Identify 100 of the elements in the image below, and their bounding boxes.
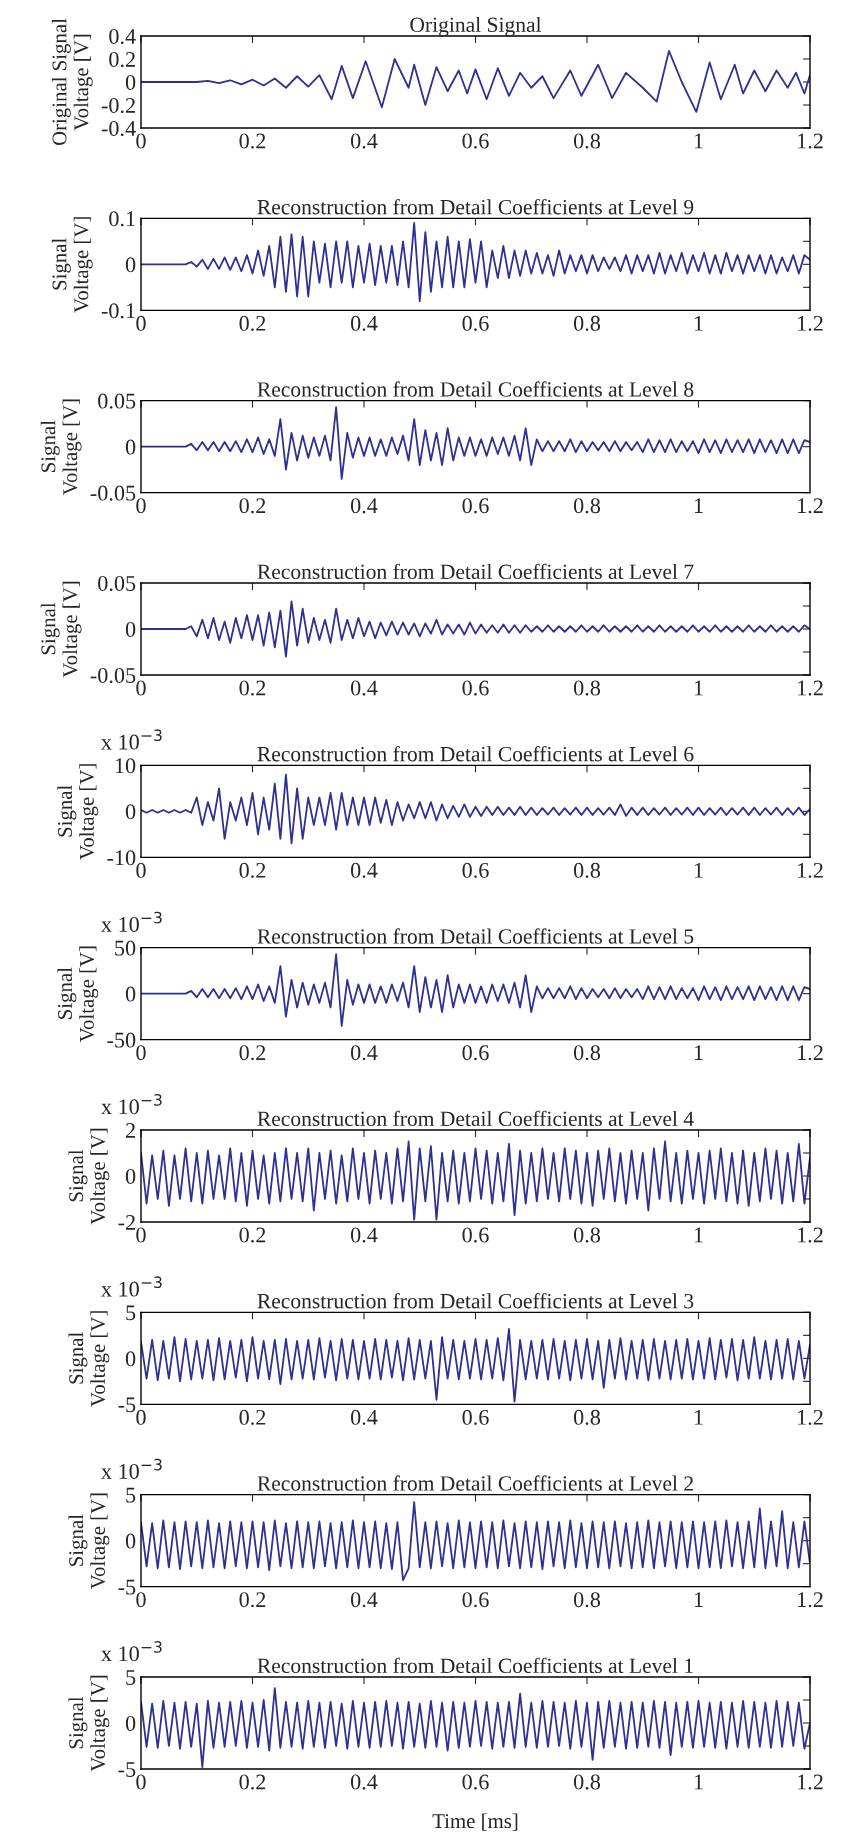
x-tick-label: 0.4 [350, 133, 378, 149]
x-tick-label: 0.6 [462, 1774, 489, 1790]
x-tick-label: 1 [694, 680, 703, 696]
x-tick-label: 0.4 [350, 862, 378, 878]
x-tick-label: 0.6 [462, 1592, 489, 1608]
x-tick-label: 0.2 [239, 315, 266, 331]
y-tick-label: 0 [125, 804, 136, 820]
x-tick-label: 0.2 [239, 862, 266, 878]
y-tick-label: 0 [125, 74, 136, 90]
text: x 10$^{−3}$ [101, 911, 162, 932]
y-axis-title: Signal Voltage [V] [40, 581, 82, 678]
y-tick-label: -0.2 [101, 97, 135, 114]
x-tick-label: 0.6 [462, 1227, 489, 1243]
x-tick-label: 0.2 [239, 133, 266, 149]
y-tick-label: 10 [115, 758, 136, 774]
chart-title: Reconstruction from Detail Coefficients at Level 2 [257, 1475, 693, 1491]
x-axis-title: Time [ms] [432, 1813, 518, 1831]
line-series [141, 773, 810, 845]
x-tick-label: 1.2 [798, 1774, 823, 1790]
x-tick-label: 0.8 [573, 1227, 601, 1243]
x-tick-label: 1.2 [798, 1045, 823, 1061]
x-tick-label: 0.4 [350, 315, 378, 331]
y-tick-label: -2 [118, 1214, 135, 1230]
chart-title: Reconstruction from Detail Coefficients at Level 6 [257, 746, 694, 762]
y-tick-label: -0.05 [90, 667, 136, 684]
y-axis-title: Signal Voltage [V] [51, 217, 93, 313]
y-tick-label: 0 [125, 986, 136, 1002]
y-axis-title: Signal Voltage [V] [68, 1675, 110, 1772]
x-tick-label: 0 [136, 315, 146, 331]
y-axis-title: Original Signal Voltage [V] [51, 18, 93, 146]
y-tick-label: -50 [107, 1032, 136, 1048]
y-tick-label: 0.1 [109, 211, 135, 227]
x-tick-label: 0 [136, 1592, 146, 1608]
x-tick-label: 0.8 [573, 315, 601, 331]
line-series [141, 953, 810, 1027]
x-tick-label: 0 [136, 498, 146, 514]
y-tick-label: 0 [125, 439, 136, 455]
x-tick-label: 0.8 [573, 862, 601, 878]
x-tick-label: 1.2 [798, 680, 823, 696]
chart-title: Reconstruction from Detail Coefficients at Level 8 [257, 381, 694, 397]
x-tick-label: 0.4 [350, 680, 378, 696]
x-tick-label: 1.2 [798, 1227, 823, 1243]
x-tick-label: 1.2 [798, 1409, 823, 1425]
x-tick-label: 0.8 [573, 498, 601, 514]
x-tick-label: 0.2 [239, 1045, 266, 1061]
y-tick-label: 0 [125, 257, 136, 273]
x-tick-label: 1 [694, 1045, 703, 1060]
text: x 10$^{−3}$ [101, 1641, 162, 1662]
x-tick-label: 0.8 [573, 133, 601, 149]
x-tick-label: 0.6 [462, 498, 489, 514]
chart-title: Reconstruction from Detail Coefficients at Level 5 [257, 928, 694, 944]
x-tick-label: 0.4 [350, 1045, 378, 1061]
y-tick-label: -0.1 [101, 303, 135, 319]
y-axis-title: Signal Voltage [V] [68, 1493, 110, 1590]
y-tick-label: 0.05 [98, 393, 136, 409]
y-axis-title: Signal Voltage [V] [68, 1128, 110, 1225]
y-tick-label: 0 [125, 621, 136, 637]
x-tick-label: 0.4 [350, 1409, 378, 1425]
y-axis-title: Signal Voltage [V] [40, 399, 82, 496]
text: x 10$^{−3}$ [101, 1458, 162, 1479]
y-tick-label: 5 [126, 1670, 136, 1685]
line-series [141, 406, 810, 480]
chart-title: Reconstruction from Detail Coefficients at Level 1 [257, 1657, 693, 1674]
x-tick-label: 0.2 [239, 1227, 266, 1243]
y-tick-label: 5 [126, 1487, 136, 1503]
y-tick-label: -5 [118, 1762, 136, 1777]
x-tick-label: 0.8 [573, 1045, 601, 1061]
x-tick-label: 1 [694, 315, 703, 331]
x-tick-label: 0 [136, 1045, 146, 1061]
x-tick-label: 1 [694, 498, 703, 513]
x-tick-label: 1.2 [798, 862, 823, 878]
chart-title: Original Signal [410, 16, 542, 37]
text: x 10$^{−3}$ [101, 1276, 162, 1297]
x-tick-label: 0.2 [239, 1774, 266, 1790]
x-tick-label: 0.2 [239, 1409, 266, 1425]
x-tick-label: 0.2 [239, 680, 266, 696]
x-tick-label: 0.4 [350, 1227, 378, 1243]
line-series [141, 50, 810, 113]
y-tick-label: 0 [125, 1533, 136, 1549]
y-tick-label: 0.4 [109, 28, 136, 45]
x-tick-label: 0.8 [573, 680, 601, 696]
x-tick-label: 0 [136, 1227, 146, 1243]
x-tick-label: 0 [136, 1774, 146, 1790]
y-tick-label: -0.4 [101, 120, 136, 137]
x-tick-label: 0.4 [350, 498, 378, 514]
x-tick-label: 0 [136, 1409, 146, 1425]
y-axis-title: Signal Voltage [V] [68, 1311, 110, 1407]
y-tick-label: -5 [118, 1579, 136, 1595]
x-tick-label: 0.6 [462, 680, 489, 696]
x-tick-label: 1 [694, 1409, 703, 1425]
x-tick-label: 0.4 [350, 1592, 378, 1608]
line-series [141, 600, 810, 658]
x-tick-label: 0 [136, 680, 146, 696]
x-tick-label: 0.6 [462, 133, 489, 149]
x-tick-label: 0.8 [573, 1774, 601, 1790]
x-tick-label: 1.2 [798, 498, 823, 514]
chart-title: Reconstruction from Detail Coefficients at Level 7 [257, 563, 694, 580]
text: x 10$^{−3}$ [101, 1094, 162, 1115]
y-axis-title: Signal Voltage [V] [57, 764, 99, 860]
y-tick-label: 0.2 [109, 51, 135, 68]
